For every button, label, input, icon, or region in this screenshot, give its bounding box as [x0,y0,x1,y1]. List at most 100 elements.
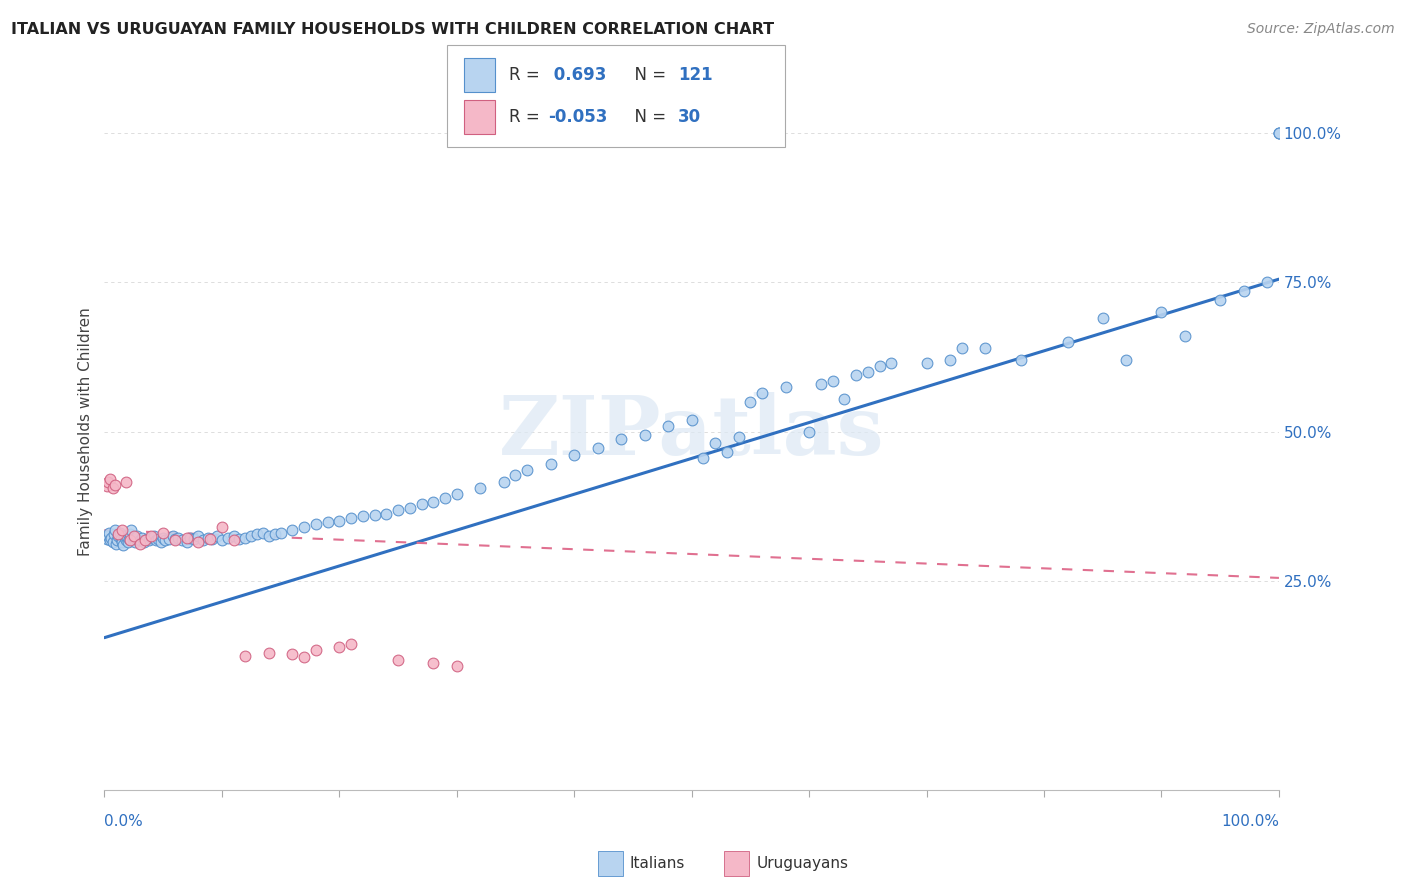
Point [152,526,174,541]
Point [98,472,121,486]
Point [845,368,868,382]
Point [797,425,820,439]
Point [562,449,585,463]
Point [149,535,172,549]
Point [751,385,773,400]
Point [163,533,186,548]
Point [179,531,201,545]
Point [1174,329,1197,343]
Point [340,637,363,651]
Point [162,529,184,543]
Point [1091,310,1114,325]
Point [775,380,797,394]
Point [446,487,468,501]
Point [114,475,136,490]
Point [505,467,527,482]
Point [97,529,120,543]
Point [115,531,138,545]
Point [263,527,285,541]
Text: 30: 30 [678,108,700,126]
Text: ZIPatlas: ZIPatlas [499,392,884,472]
Point [120,533,142,548]
Y-axis label: Family Households with Children: Family Households with Children [79,307,93,556]
Point [217,531,239,545]
Point [305,642,328,657]
Point [148,532,170,546]
Text: 0.0%: 0.0% [104,814,143,829]
Point [233,531,256,545]
Point [950,341,973,355]
Point [101,535,124,549]
Point [292,520,315,534]
Point [112,529,135,543]
Point [1268,126,1291,140]
Point [387,503,409,517]
Point [121,533,143,548]
Point [305,517,328,532]
Point [1150,305,1173,319]
Point [610,432,633,446]
Point [1010,352,1032,367]
Point [856,365,879,379]
Point [211,533,233,548]
Point [142,529,165,543]
Point [233,648,256,663]
Point [108,526,131,541]
Point [131,531,153,545]
Point [727,430,749,444]
Point [127,529,149,543]
Point [111,523,134,537]
Point [740,394,762,409]
Point [96,532,118,546]
Point [704,436,727,450]
Point [1115,352,1137,367]
Point [240,529,263,543]
Point [586,442,609,456]
Point [516,463,538,477]
Point [122,531,145,545]
Point [104,478,127,492]
Point [98,533,121,548]
Point [1056,334,1078,349]
Point [422,657,444,671]
Point [103,527,125,541]
Point [1268,126,1291,140]
Point [176,531,198,545]
Point [292,650,315,665]
Point [281,523,304,537]
Point [197,531,219,545]
Point [692,451,714,466]
Point [1256,275,1278,289]
Point [316,516,339,530]
Point [634,427,657,442]
Point [187,535,209,549]
Point [118,532,141,546]
Text: N =: N = [624,66,672,84]
Point [657,418,679,433]
Point [176,535,198,549]
Point [281,647,304,661]
Point [96,479,118,493]
Point [880,356,903,370]
Point [120,523,142,537]
Point [446,658,468,673]
Point [167,531,190,545]
Point [128,537,150,551]
Point [1233,284,1256,298]
Point [187,529,209,543]
Point [138,533,160,548]
Point [228,532,250,546]
Point [352,509,374,524]
Point [328,640,350,654]
Point [141,529,163,543]
Point [101,481,124,495]
Point [163,532,186,546]
Point [387,653,409,667]
Point [869,359,891,373]
Text: 100.0%: 100.0% [1220,814,1279,829]
Point [198,532,221,546]
Point [434,491,457,506]
Point [716,445,738,459]
Point [375,507,398,521]
Point [470,481,492,495]
